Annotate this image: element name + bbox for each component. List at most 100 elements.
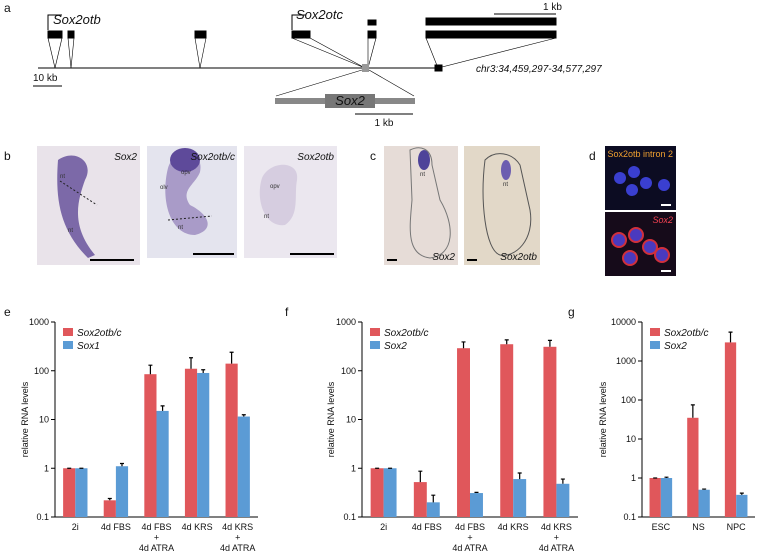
annotation: nt — [420, 172, 425, 178]
y-axis-label: relative RNA levels — [326, 381, 336, 457]
y-tick-label: 0.1 — [36, 512, 49, 522]
panel-d-images — [605, 146, 676, 276]
x-tick-label: 4d KRS — [541, 522, 572, 532]
x-tick-label: 4d ATRA — [220, 543, 255, 553]
bar — [426, 502, 440, 517]
error-bar — [664, 476, 669, 478]
error-bar — [690, 404, 695, 418]
x-tick-label: 2i — [380, 522, 387, 532]
locus-label: chr3:34,459,297-34,577,297 — [476, 64, 602, 75]
legend-swatch — [63, 341, 73, 349]
legend-label: Sox2otb/c — [664, 328, 708, 339]
bar — [225, 363, 238, 517]
x-tick-label: 4d FBS — [412, 522, 442, 532]
x-tick-label: 4d ATRA — [139, 543, 174, 553]
image-title: Sox2otb — [297, 152, 334, 163]
zoom-line — [368, 69, 415, 97]
error-bar — [148, 364, 153, 375]
x-tick-label: 4d KRS — [222, 522, 253, 532]
y-tick-label: 100 — [341, 366, 356, 376]
embryo — [259, 164, 298, 226]
legend-label: Sox1 — [77, 341, 100, 352]
y-tick-label: 10 — [39, 415, 49, 425]
y-axis-label: relative RNA levels — [598, 381, 608, 457]
x-tick-label: + — [467, 533, 472, 543]
bar — [63, 468, 76, 517]
error-bar — [107, 497, 112, 501]
x-tick-label: ESC — [652, 522, 671, 532]
x-tick-label: 2i — [72, 522, 79, 532]
panel-label: d — [589, 149, 596, 163]
exon — [367, 30, 377, 39]
legend-swatch — [370, 328, 380, 336]
annotation: nt — [264, 214, 269, 220]
image-title: Sox2 — [652, 215, 673, 225]
connector — [367, 37, 377, 69]
annotation: nt — [68, 228, 73, 234]
bar — [556, 483, 570, 517]
y-tick-label: 1 — [631, 473, 636, 483]
y-tick-label: 1 — [44, 463, 49, 473]
y-tick-label: 1000 — [336, 317, 356, 327]
connector — [47, 37, 63, 69]
bar — [543, 346, 557, 517]
panel-c-images — [384, 146, 540, 265]
scale-label: 10 kb — [33, 73, 58, 84]
image-title: Sox2otb — [500, 252, 537, 263]
y-tick-label: 10000 — [611, 317, 636, 327]
bar — [197, 372, 210, 517]
y-tick-label: 1000 — [616, 356, 636, 366]
y-axis-label: relative RNA levels — [20, 381, 30, 457]
error-bar — [461, 341, 466, 349]
y-tick-label: 10 — [346, 415, 356, 425]
error-bar — [517, 472, 522, 480]
exon — [425, 17, 557, 26]
section-line — [59, 180, 98, 206]
legend-swatch — [370, 341, 380, 349]
exon — [194, 30, 207, 39]
error-bar — [547, 339, 552, 347]
error-bar — [418, 470, 423, 483]
legend-label: Sox2otb/c — [384, 328, 428, 339]
image-title: Sox2 — [432, 252, 455, 263]
y-tick-label: 1000 — [29, 317, 49, 327]
stain — [418, 150, 430, 170]
sox2-locus — [362, 64, 369, 72]
error-bar — [474, 491, 479, 494]
legend-swatch — [650, 328, 660, 336]
image-title: Sox2 — [114, 152, 137, 163]
bar — [660, 478, 673, 517]
exon — [291, 30, 311, 39]
annotation: olv — [160, 185, 168, 191]
error-bar — [504, 339, 509, 345]
gene-label: Sox2 — [335, 93, 365, 108]
annotation: nt — [60, 174, 65, 180]
y-tick-label: 10 — [626, 434, 636, 444]
gene-label: Sox2otc — [296, 7, 343, 22]
panel-label: g — [568, 305, 575, 319]
connector — [425, 37, 557, 69]
error-bar — [189, 357, 194, 369]
bar — [115, 466, 129, 517]
error-bar — [241, 414, 246, 417]
section-outline — [409, 147, 451, 259]
tss-arrow — [291, 14, 306, 30]
y-tick-label: 0.1 — [623, 512, 636, 522]
x-tick-label: + — [235, 533, 240, 543]
panel-a — [33, 13, 557, 115]
zoom-line — [275, 69, 363, 97]
x-tick-label: 4d ATRA — [452, 543, 487, 553]
error-bar — [201, 369, 206, 373]
connector — [291, 37, 366, 69]
x-tick-label: 4d KRS — [182, 522, 213, 532]
bar — [370, 468, 384, 517]
embryo — [165, 152, 208, 235]
bar — [500, 344, 514, 517]
error-bar — [560, 478, 565, 484]
exon — [47, 30, 63, 39]
bar — [184, 368, 198, 517]
error-bar — [739, 492, 744, 495]
bar — [736, 494, 748, 517]
panel-label: a — [4, 1, 11, 15]
connector — [194, 37, 207, 69]
